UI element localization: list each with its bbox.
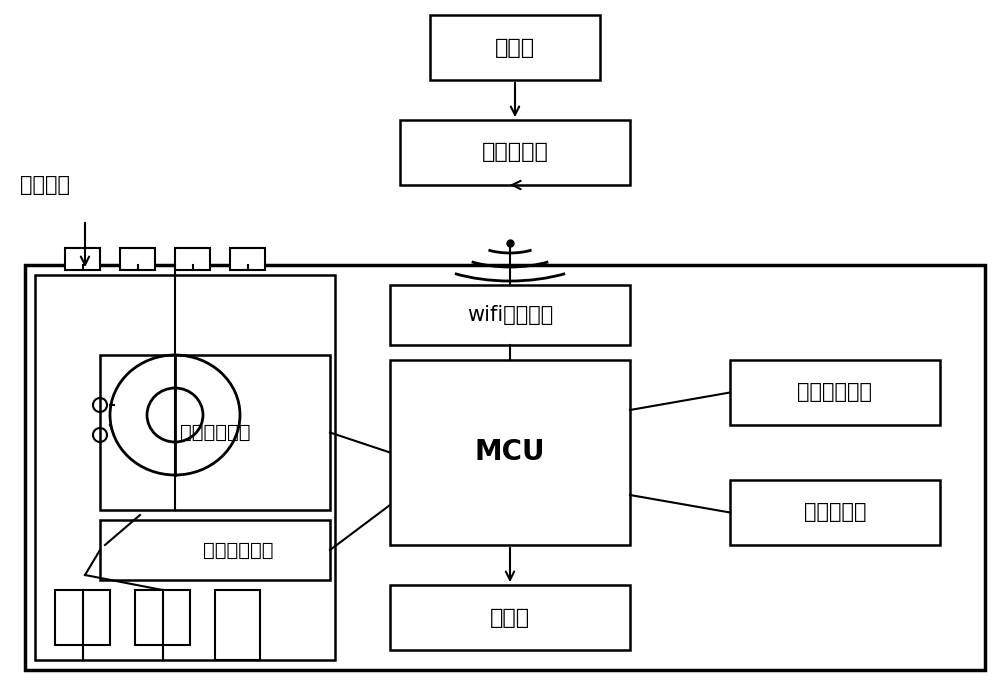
Text: 开关电源模块: 开关电源模块 (798, 383, 872, 403)
Bar (100, 355, 330, 510)
Text: wifi通信模块: wifi通信模块 (467, 305, 553, 325)
Text: 指示灯: 指示灯 (490, 608, 530, 627)
Bar (230, 248, 265, 270)
Bar (730, 360, 940, 425)
Bar (215, 590, 260, 660)
Bar (390, 360, 630, 545)
Text: 数据存储器: 数据存储器 (804, 502, 866, 523)
Bar (25, 265, 985, 670)
Bar (730, 480, 940, 545)
Text: 磁保持继电器: 磁保持继电器 (203, 541, 273, 559)
Bar (35, 275, 335, 660)
Bar (55, 590, 110, 645)
Bar (400, 120, 630, 185)
Text: 交流采样模块: 交流采样模块 (180, 423, 250, 442)
Text: MCU: MCU (475, 439, 545, 466)
Bar (100, 520, 330, 580)
Bar (135, 590, 190, 645)
Bar (120, 248, 155, 270)
Bar (175, 248, 210, 270)
Bar (390, 585, 630, 650)
Bar (65, 248, 100, 270)
Text: 无线路由器: 无线路由器 (482, 143, 548, 162)
Bar (430, 15, 600, 80)
Bar (390, 285, 630, 345)
Text: 电源输入: 电源输入 (20, 175, 70, 195)
Text: 互联网: 互联网 (495, 37, 535, 58)
